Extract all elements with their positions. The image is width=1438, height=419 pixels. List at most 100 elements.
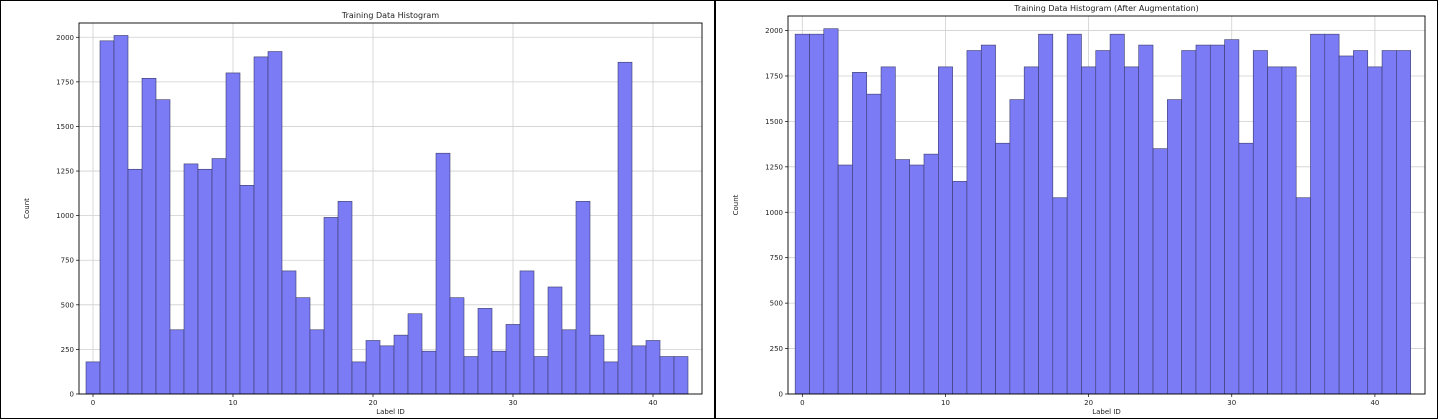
training-histogram-chart: 0 250 500 750 1000 1250 1500 1750 2000 0 10 20 30 40 T…: [23, 11, 703, 416]
augmented-bar-label-27: [1181, 50, 1197, 395]
original-bar-label-30: [505, 324, 521, 395]
augmented-histogram-chart: 0 250 500 750 1000 1250 1500 1750 2000 0 10 20 30 40 T…: [732, 4, 1426, 416]
augmented-bar-label-3: [837, 164, 853, 395]
augmented-bar-label-6: [880, 66, 896, 395]
augmented-bar-label-34: [1281, 66, 1297, 395]
original-bar-label-3: [127, 168, 143, 395]
original-bar-label-38: [617, 61, 633, 395]
original-bar-label-8: [197, 168, 213, 395]
augmented-y-axis-label: Count: [732, 194, 740, 215]
x-tick-label: 40: [649, 399, 658, 407]
original-bar-label-21: [379, 345, 395, 395]
original-bar-label-36: [589, 334, 605, 395]
original-bar-label-42: [673, 356, 689, 395]
original-bar-label-29: [491, 350, 507, 395]
original-bar-label-0: [85, 361, 101, 395]
y-tick-label: 1250: [765, 163, 783, 171]
x-tick-label: 40: [1370, 399, 1379, 407]
augmented-bar-label-15: [1009, 99, 1025, 395]
y-tick-label: 1750: [56, 78, 74, 86]
augmented-bar-label-0: [794, 33, 810, 395]
original-bar-label-15: [295, 297, 311, 395]
augmented-chart-title: Training Data Histogram (After Augmentat…: [1013, 4, 1199, 13]
augmented-bar-label-20: [1081, 66, 1097, 395]
y-tick-label: 0: [779, 391, 783, 399]
original-bar-label-9: [211, 158, 227, 395]
original-bar-label-32: [533, 356, 549, 395]
augmented-bar-label-11: [952, 181, 968, 395]
augmented-bar-label-21: [1095, 50, 1111, 395]
original-bar-label-34: [561, 329, 577, 395]
augmented-bar-label-30: [1224, 39, 1240, 395]
augmented-bar-label-12: [966, 50, 982, 395]
augmented-bar-label-39: [1353, 50, 1369, 395]
augmented-bar-label-23: [1124, 66, 1140, 395]
original-bar-label-27: [463, 356, 479, 395]
x-tick-label: 0: [91, 399, 95, 407]
y-tick-label: 1500: [765, 118, 783, 126]
original-bar-label-41: [659, 356, 675, 395]
y-tick-label: 750: [61, 257, 74, 265]
augmented-bar-label-18: [1052, 197, 1068, 395]
y-tick-label: 1250: [56, 168, 74, 176]
augmented-bar-label-1: [809, 33, 825, 395]
y-tick-label: 500: [770, 300, 783, 308]
augmented-bar-label-14: [995, 142, 1011, 395]
original-bar-label-13: [267, 51, 283, 395]
augmented-bar-label-7: [895, 159, 910, 395]
original-bar-label-10: [225, 72, 241, 395]
augmented-bar-label-10: [938, 66, 953, 395]
original-bar-label-35: [575, 201, 591, 395]
augmented-bar-label-19: [1066, 33, 1082, 395]
original-bar-label-11: [239, 185, 255, 395]
original-bar-label-28: [477, 308, 493, 395]
histogram-panel-original: 0 250 500 750 1000 1250 1500 1750 2000 0 10 20 30 40 T…: [0, 0, 715, 419]
original-bar-label-14: [281, 270, 297, 395]
original-bar-label-5: [155, 99, 171, 395]
augmented-bar-label-24: [1138, 44, 1154, 395]
original-bar-label-31: [519, 270, 535, 395]
original-y-axis-label: Count: [23, 198, 31, 219]
original-x-axis-label: Label ID: [376, 408, 405, 416]
y-tick-label: 0: [70, 391, 74, 399]
original-bar-label-6: [169, 329, 185, 395]
original-bar-label-37: [603, 361, 619, 395]
original-bar-label-12: [253, 56, 269, 395]
x-tick-label: 30: [509, 399, 518, 407]
original-bar-label-4: [141, 77, 157, 395]
original-bar-label-39: [631, 345, 647, 395]
augmented-bar-label-17: [1038, 33, 1054, 395]
y-tick-label: 2000: [56, 34, 74, 42]
augmented-bar-label-26: [1167, 99, 1182, 395]
y-tick-label: 250: [770, 345, 783, 353]
augmented-bar-label-28: [1195, 44, 1211, 395]
augmented-bar-label-16: [1023, 66, 1039, 395]
augmented-bar-label-37: [1324, 33, 1340, 395]
augmented-bar-label-5: [866, 93, 882, 395]
augmented-bar-label-41: [1381, 50, 1397, 395]
augmented-bar-label-33: [1267, 66, 1283, 395]
augmented-bar-label-8: [909, 164, 925, 395]
y-tick-label: 750: [770, 254, 783, 262]
original-bar-label-22: [393, 334, 409, 395]
original-bar-label-23: [407, 313, 423, 395]
original-bar-label-1: [99, 40, 115, 395]
augmented-bar-label-31: [1238, 142, 1254, 395]
augmented-x-axis-label: Label ID: [1092, 408, 1121, 416]
original-bar-label-19: [351, 361, 367, 395]
x-tick-label: 10: [941, 399, 950, 407]
y-tick-label: 250: [61, 346, 74, 354]
y-tick-label: 2000: [765, 27, 783, 35]
original-bar-label-18: [337, 201, 353, 395]
original-chart-title: Training Data Histogram: [341, 11, 439, 20]
augmented-bar-label-2: [823, 28, 839, 395]
original-bar-label-40: [645, 340, 661, 395]
original-bar-label-24: [421, 350, 437, 395]
original-bar-label-26: [449, 297, 465, 395]
original-bar-label-17: [323, 217, 339, 395]
y-tick-label: 500: [61, 301, 74, 309]
augmented-bar-label-22: [1109, 33, 1125, 395]
augmented-bar-label-29: [1209, 44, 1225, 395]
augmented-bar-label-25: [1152, 148, 1168, 395]
y-tick-label: 1750: [765, 72, 783, 80]
